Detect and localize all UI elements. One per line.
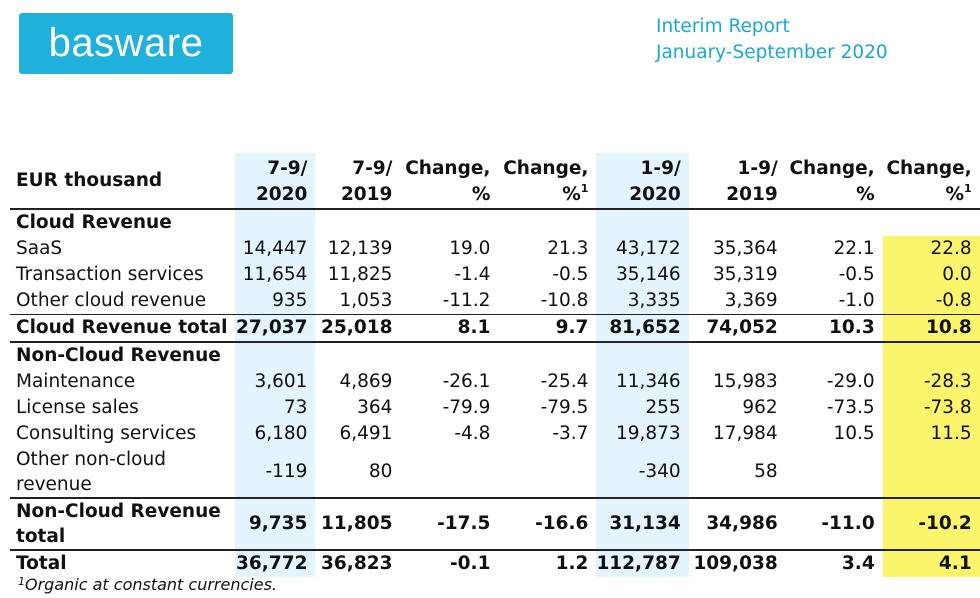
section-title: Cloud Revenue bbox=[10, 208, 236, 236]
total-row: Total 36,772 36,823 -0.1 1.2 112,787 109,038… bbox=[10, 549, 980, 577]
table-header-row: EUR thousand 7-9/2020 7-9/2019 Change,% … bbox=[10, 153, 980, 209]
header-label: EUR thousand bbox=[16, 169, 163, 191]
report-title-line2: January-September 2020 bbox=[656, 42, 888, 63]
section-row-cloud: Cloud Revenue bbox=[10, 208, 980, 236]
section-title: Non-Cloud Revenue bbox=[16, 345, 221, 366]
header-col: 1-9/2020 bbox=[596, 153, 689, 209]
footnote-marker: 1 bbox=[964, 182, 972, 195]
header-col: 1-9/2019 bbox=[726, 158, 778, 205]
table-row: License sales 73 364 -79.9 -79.5 255 962 -73.… bbox=[10, 395, 980, 421]
table-row: SaaS 14,447 12,139 19.0 21.3 43,172 35,364 22… bbox=[10, 236, 980, 262]
subtotal-row: Non-Cloud Revenue total 9,735 11,805 -17.5… bbox=[10, 497, 980, 550]
header-col: Change, %1 bbox=[503, 158, 589, 205]
table-row: Other cloud revenue 935 1,053 -11.2 -10.8 3… bbox=[10, 288, 980, 315]
header-col: Change,% bbox=[405, 158, 491, 205]
logo-text: basware bbox=[48, 21, 204, 65]
basware-logo: basware bbox=[19, 13, 233, 74]
header-col: Change, %1 bbox=[886, 158, 972, 205]
section-row-noncloud: Non-Cloud Revenue bbox=[10, 342, 980, 369]
report-title: Interim Report January-September 2020 bbox=[656, 14, 888, 66]
revenue-table: EUR thousand 7-9/2020 7-9/2019 Change,% … bbox=[10, 153, 980, 577]
report-title-line1: Interim Report bbox=[656, 16, 790, 37]
footnote-marker: 1 bbox=[580, 182, 589, 195]
subtotal-row: Cloud Revenue total 27,037 25,018 8.1 9.7 8… bbox=[10, 314, 980, 343]
table-row: Other non-cloud revenue -119 80 -340 58 bbox=[10, 447, 980, 498]
header-col: 7-9/2020 bbox=[235, 153, 316, 209]
table-row: Transaction services 11,654 11,825 -1.4 -0.… bbox=[10, 262, 980, 288]
table-row: Maintenance 3,601 4,869 -26.1 -25.4 11,346 1… bbox=[10, 369, 980, 395]
footnote-text: Organic at constant currencies. bbox=[25, 575, 277, 594]
footnote: 1Organic at constant currencies. bbox=[18, 575, 277, 594]
footnote-marker: 1 bbox=[18, 575, 25, 588]
header-col: 7-9/2019 bbox=[340, 158, 393, 205]
header-col: Change,% bbox=[789, 158, 875, 205]
table-row: Consulting services 6,180 6,491 -4.8 -3.7 1… bbox=[10, 421, 980, 447]
